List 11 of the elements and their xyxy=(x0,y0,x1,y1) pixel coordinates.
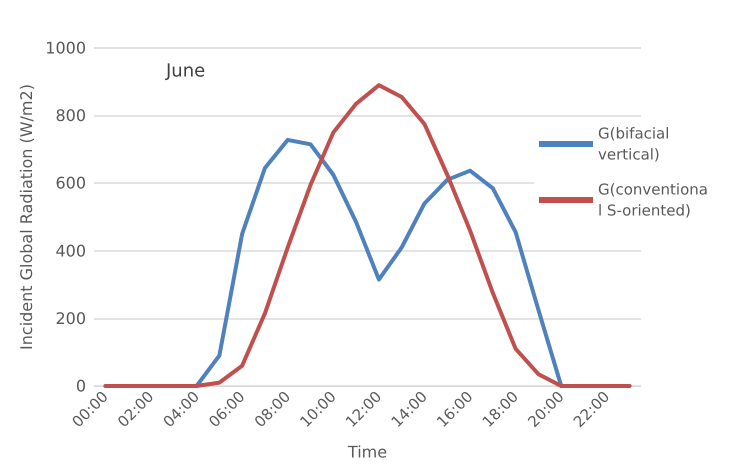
legend-label: G(bifacial vertical) xyxy=(598,124,674,164)
x-axis-title: Time xyxy=(346,442,388,462)
legend-label: G(conventional S-oriented) xyxy=(598,180,708,220)
y-tick-label: 600 xyxy=(55,174,86,193)
annotation: June xyxy=(165,60,206,82)
y-tick-label: 800 xyxy=(55,106,86,126)
y-tick-label: 0 xyxy=(76,376,86,396)
y-axis-title: Incident Global Radiation (W/m2) xyxy=(16,84,36,350)
y-tick-label: 200 xyxy=(55,308,86,328)
y-tick-label: 1000 xyxy=(45,38,86,58)
y-tick-label: 400 xyxy=(55,241,86,260)
